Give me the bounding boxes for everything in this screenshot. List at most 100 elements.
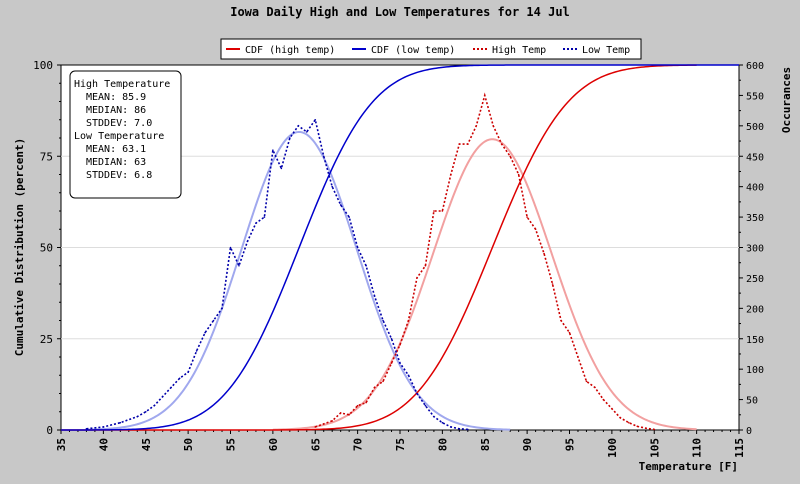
x-tick-label-100: 100	[606, 438, 619, 458]
point-low-temp	[255, 222, 257, 224]
series-cdf-low-temp	[60, 64, 739, 431]
x-tick-label-40: 40	[97, 438, 110, 451]
point-high-temp	[450, 173, 452, 176]
point-low-temp	[272, 149, 274, 151]
x-tick-label-55: 55	[225, 438, 238, 451]
y-right-tick-label-200: 200	[746, 304, 764, 315]
legend-label-low-temp: Low Temp	[582, 45, 630, 56]
point-low-temp	[458, 427, 461, 430]
point-high-temp	[568, 331, 571, 334]
stats-low-mean: MEAN: 63.1	[86, 144, 146, 155]
point-high-temp	[543, 252, 545, 255]
point-high-temp	[314, 426, 317, 428]
point-low-temp	[331, 185, 334, 188]
point-high-temp	[500, 143, 503, 145]
point-low-temp	[382, 319, 384, 322]
legend-box	[220, 38, 642, 60]
stats-high-median: MEDIAN: 86	[86, 105, 146, 116]
point-low-temp	[102, 426, 105, 428]
y-right-tick-label-500: 500	[746, 122, 764, 133]
point-low-temp	[424, 404, 427, 407]
point-high-temp	[483, 94, 486, 97]
x-tick-label-75: 75	[394, 438, 407, 451]
x-axis: 35 40 45 50 55 60 65 70 75 80 85 90 95 100 105 110 115	[55, 430, 746, 458]
point-high-temp	[509, 155, 511, 158]
point-low-temp	[373, 295, 376, 297]
point-low-temp	[433, 415, 435, 418]
x-tick-label-60: 60	[267, 438, 280, 451]
point-high-temp	[619, 417, 622, 419]
y-axis-right-label: Occurances	[780, 67, 793, 133]
y-right-tick-label-600: 600	[746, 61, 764, 72]
legend-label-cdf-high: CDF (high temp)	[245, 45, 335, 56]
point-high-temp	[467, 143, 469, 145]
point-low-temp	[85, 427, 88, 430]
point-low-temp	[416, 392, 418, 395]
chart-title: Iowa Daily High and Low Temperatures for…	[230, 5, 570, 19]
point-high-temp	[373, 386, 376, 389]
point-low-temp	[322, 155, 325, 158]
point-high-temp	[382, 380, 384, 383]
point-low-temp	[356, 246, 359, 249]
stats-low-stddev: STDDEV: 6.8	[86, 170, 152, 181]
point-low-temp	[161, 395, 164, 398]
point-high-temp	[644, 427, 647, 429]
point-low-temp	[221, 307, 223, 310]
point-low-temp	[136, 415, 139, 418]
y-left-tick-label-75: 75	[40, 150, 53, 163]
point-low-temp	[407, 374, 410, 377]
point-high-temp	[441, 210, 444, 212]
point-low-temp	[229, 246, 232, 249]
y-right-tick-label-150: 150	[746, 335, 764, 346]
point-low-temp	[119, 421, 122, 424]
point-low-temp	[178, 377, 181, 380]
stats-box-frame	[69, 70, 182, 199]
point-low-temp	[314, 118, 317, 121]
x-tick-label-95: 95	[564, 438, 577, 451]
point-low-temp	[467, 428, 469, 431]
legend-label-high-temp: High Temp	[492, 45, 546, 56]
y-right-tick-label-250: 250	[746, 274, 764, 285]
y-right-tick-label-450: 450	[746, 152, 764, 163]
x-tick-label-85: 85	[479, 438, 492, 451]
point-low-temp	[170, 386, 172, 389]
point-high-temp	[594, 386, 596, 389]
point-low-temp	[238, 264, 240, 267]
point-high-temp	[365, 401, 367, 404]
point-low-temp	[305, 131, 308, 133]
y-left-tick-label-100: 100	[33, 59, 53, 72]
stats-box: High Temperature MEAN: 85.9 MEDIAN: 86 S…	[69, 70, 182, 199]
x-tick-label-90: 90	[521, 438, 534, 451]
point-high-temp	[433, 210, 435, 212]
point-low-temp	[212, 319, 215, 322]
x-tick-label-115: 115	[733, 438, 746, 458]
x-tick-label-45: 45	[140, 438, 153, 451]
y-axis-left: 0 25 50 75 100	[33, 59, 61, 437]
stats-low-heading: Low Temperature	[74, 131, 164, 142]
point-high-temp	[475, 125, 478, 127]
point-low-temp	[187, 371, 189, 374]
x-tick-label-65: 65	[309, 438, 322, 451]
point-high-temp	[526, 216, 528, 218]
point-high-temp	[348, 413, 350, 416]
point-low-temp	[195, 350, 198, 352]
point-high-temp	[322, 423, 325, 425]
point-high-temp	[399, 344, 401, 346]
stats-high-mean: MEAN: 85.9	[86, 92, 146, 103]
point-high-temp	[653, 428, 656, 431]
y-axis-right: 0 50 100 150 200 250 300 350 400 450 500 550 600	[739, 61, 764, 437]
legend: CDF (high temp) CDF (low temp) High Temp…	[220, 38, 642, 60]
point-high-temp	[534, 228, 537, 231]
series-low-temp-fitted	[86, 130, 511, 431]
point-low-temp	[399, 362, 401, 364]
point-low-temp	[339, 204, 342, 206]
point-low-temp	[280, 167, 283, 170]
y-left-tick-label-0: 0	[46, 424, 53, 437]
point-high-temp	[628, 421, 630, 424]
point-low-temp	[441, 421, 444, 424]
y-right-tick-label-100: 100	[746, 365, 764, 376]
series-layer	[60, 64, 739, 431]
y-right-tick-label-350: 350	[746, 213, 764, 224]
stats-low-median: MEDIAN: 63	[86, 157, 146, 168]
